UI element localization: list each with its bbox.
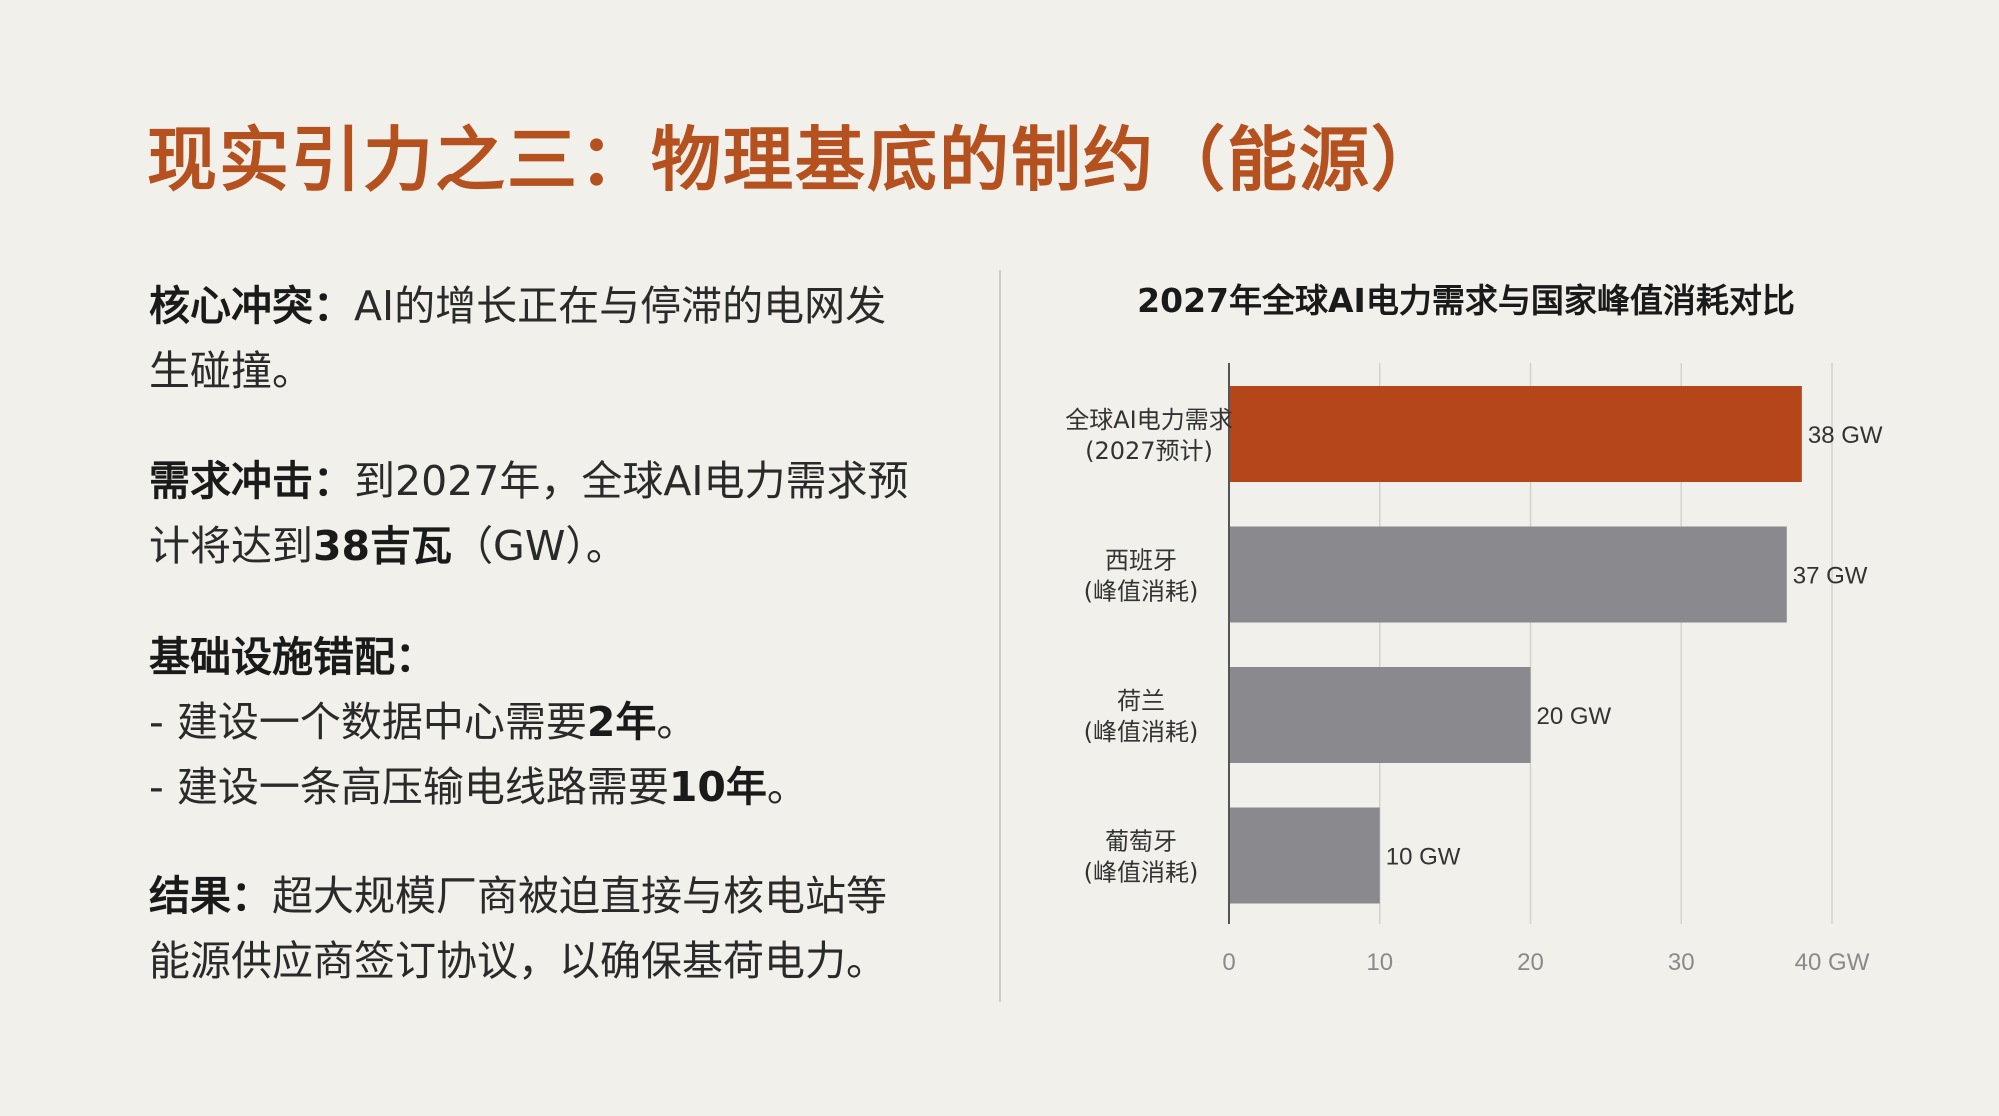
bar-chart: 2027年全球AI电力需求与国家峰值消耗对比 0 10 20 30 40 GW 38 GW 全… <box>1065 281 1883 976</box>
category-label: 西班牙 <box>1105 547 1177 575</box>
point-text: AI的增长正在与停滞的电网发 <box>354 282 887 330</box>
point-label: 核心冲突： <box>149 282 354 330</box>
point-demand-shock: 需求冲击：到2027年，全球AI电力需求预 计将达到38吉瓦（GW）。 <box>149 449 908 579</box>
bar-value-label: 10 GW <box>1386 844 1461 871</box>
point-text: - 建设一个数据中心需要 <box>149 698 587 746</box>
point-text: 到2027年，全球AI电力需求预 <box>354 457 909 505</box>
chart-title: 2027年全球AI电力需求与国家峰值消耗对比 <box>1137 281 1795 320</box>
point-text: 。 <box>766 763 808 811</box>
x-tick-label: 40 GW <box>1795 949 1870 976</box>
point-infrastructure: 基础设施错配： - 建设一个数据中心需要2年。 - 建设一条高压输电线路需要10… <box>149 625 808 820</box>
point-text: 生碰撞。 <box>149 347 313 395</box>
point-label: 基础设施错配： <box>149 633 436 681</box>
x-tick-label: 30 <box>1668 949 1695 976</box>
x-tick-label: 10 <box>1366 949 1393 976</box>
bar <box>1230 667 1531 763</box>
point-label: 需求冲击： <box>149 457 354 505</box>
point-result: 结果：超大规模厂商被迫直接与核电站等 能源供应商签订协议，以确保基荷电力。 <box>149 864 887 994</box>
bar <box>1230 807 1380 904</box>
point-highlight: 2年 <box>586 698 657 746</box>
point-text: 能源供应商签订协议，以确保基荷电力。 <box>149 937 887 985</box>
bar-value-label: 37 GW <box>1793 563 1868 590</box>
slide-title: 现实引力之三：物理基底的制约（能源） <box>147 119 1443 201</box>
point-text: 。 <box>656 698 698 746</box>
x-tick-label: 20 <box>1517 949 1544 976</box>
point-highlight: 10年 <box>668 763 767 811</box>
point-highlight: 38吉瓦 <box>313 522 453 570</box>
category-label: (峰值消耗) <box>1084 578 1199 606</box>
category-label: (峰值消耗) <box>1084 718 1199 746</box>
point-text: - 建设一条高压输电线路需要 <box>149 763 669 811</box>
category-label: (2027预计) <box>1085 437 1213 465</box>
bar-value-label: 20 GW <box>1537 703 1612 730</box>
bar <box>1230 386 1802 482</box>
bar-value-label: 38 GW <box>1808 422 1883 449</box>
category-label: 全球AI电力需求 <box>1065 406 1233 434</box>
point-label: 结果： <box>149 872 272 920</box>
point-text: 超大规模厂商被迫直接与核电站等 <box>272 872 887 920</box>
x-tick-label: 0 <box>1222 949 1235 976</box>
column-divider <box>999 270 1001 1002</box>
point-text: （GW）。 <box>452 522 627 570</box>
point-text: 计将达到 <box>149 522 313 570</box>
category-label: 荷兰 <box>1117 687 1165 715</box>
category-label: 葡萄牙 <box>1105 828 1177 856</box>
point-core-conflict: 核心冲突：AI的增长正在与停滞的电网发 生碰撞。 <box>149 274 886 404</box>
category-label: (峰值消耗) <box>1084 859 1199 887</box>
bar <box>1230 526 1787 623</box>
